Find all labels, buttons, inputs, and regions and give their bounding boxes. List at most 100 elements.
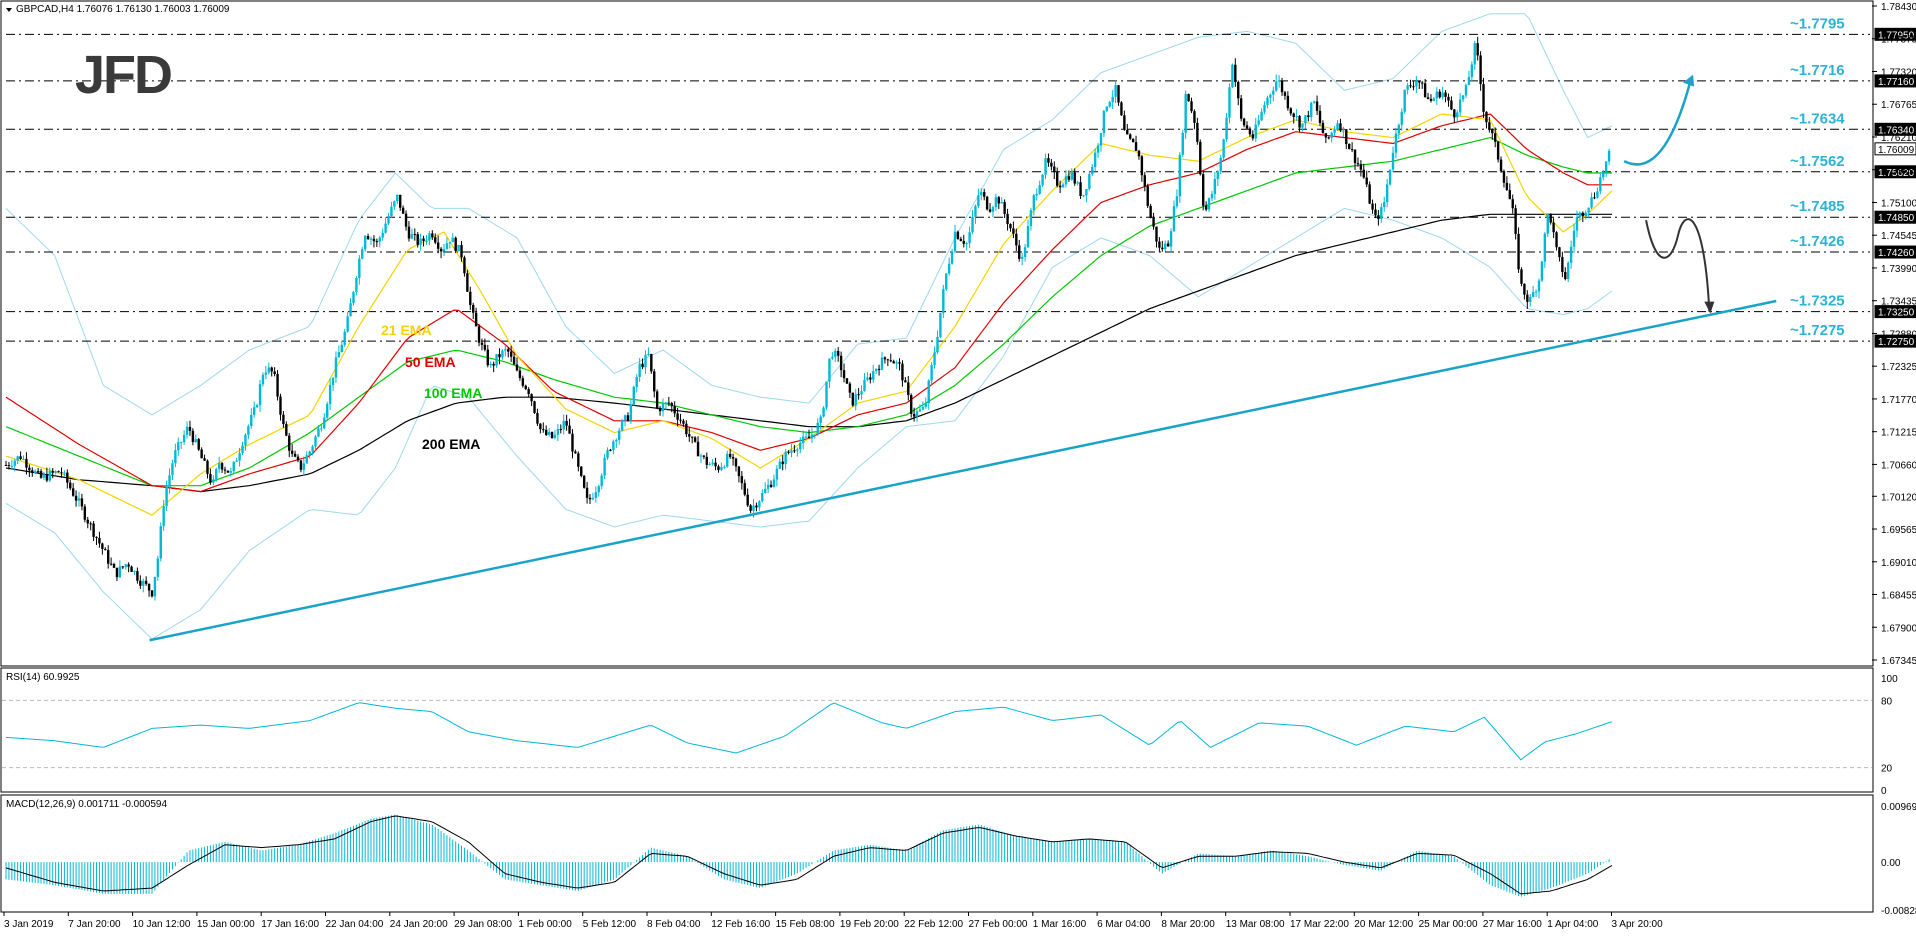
candle-body xyxy=(746,494,749,506)
candle-body xyxy=(1537,280,1541,292)
candle-body xyxy=(933,352,936,366)
price-tick-label: 1.69010 xyxy=(1881,558,1916,569)
candle-body xyxy=(1117,85,1120,103)
candle-body xyxy=(296,456,300,461)
candle-body xyxy=(390,206,393,217)
time-tick-label: 13 Mar 08:00 xyxy=(1226,919,1285,930)
candle-body xyxy=(174,450,177,464)
candle-body xyxy=(317,428,320,437)
candle-body xyxy=(1003,202,1006,214)
candle-body xyxy=(1412,86,1415,88)
candle-body xyxy=(261,374,265,385)
candle-body xyxy=(1365,177,1368,185)
price-tick-label: 1.76765 xyxy=(1881,100,1916,111)
candle-body xyxy=(1561,257,1564,273)
candle-body xyxy=(1599,177,1602,192)
candle-body xyxy=(577,453,580,467)
candle-body xyxy=(305,455,308,464)
candle-body xyxy=(299,460,303,470)
candle-body xyxy=(247,426,250,435)
candle-body xyxy=(536,412,539,424)
candle-body xyxy=(1088,174,1091,190)
time-axis: 3 Jan 2019 7 Jan 20:00 10 Jan 12:00 15 Jan … xyxy=(3,912,1663,930)
candle-body xyxy=(489,363,492,366)
down-arrow-head-icon xyxy=(1704,301,1715,314)
level-labels: ~1.7795 ~1.7716 ~1.7634 ~1.7562 ~1.7485 ~1.74… xyxy=(1790,15,1845,339)
time-tick-label: 8 Mar 20:00 xyxy=(1161,919,1215,930)
candle-body xyxy=(153,576,157,597)
candle-body xyxy=(834,350,837,357)
candle-body xyxy=(276,373,279,397)
candle-body xyxy=(1362,169,1365,178)
level-label-4: ~1.7485 xyxy=(1790,198,1845,215)
candle-body xyxy=(1307,115,1310,118)
candle-body xyxy=(112,563,116,568)
candle-body xyxy=(279,396,282,415)
candle-body xyxy=(1315,101,1319,111)
candle-body xyxy=(191,430,195,443)
dropdown-triangle-icon[interactable] xyxy=(6,8,12,12)
candle-body xyxy=(1491,129,1494,134)
candle-body xyxy=(51,470,54,473)
candle-body xyxy=(1187,94,1190,102)
price-tick-label: 1.74545 xyxy=(1881,231,1916,242)
candle-body xyxy=(147,583,151,591)
candle-body xyxy=(1607,150,1611,162)
candle-body xyxy=(197,439,200,450)
candle-body xyxy=(220,463,224,470)
candle-body xyxy=(1429,98,1433,101)
time-tick-label: 1 Mar 16:00 xyxy=(1033,919,1087,930)
time-tick-label: 25 Mar 00:00 xyxy=(1419,919,1478,930)
time-tick-label: 8 Feb 04:00 xyxy=(647,919,701,930)
candle-body xyxy=(857,394,860,396)
candle-body xyxy=(436,242,440,249)
candle-body xyxy=(1105,106,1109,111)
candle-body xyxy=(1342,129,1345,131)
candle-body xyxy=(988,209,992,212)
candle-body xyxy=(901,363,904,381)
candle-body xyxy=(1155,226,1158,242)
candle-body xyxy=(1456,112,1459,118)
candle-body xyxy=(77,498,81,501)
candle-body xyxy=(1222,139,1225,158)
candle-body xyxy=(451,237,454,243)
candle-body xyxy=(1114,85,1117,97)
candle-body xyxy=(539,423,542,430)
candle-body xyxy=(101,543,104,549)
candle-body xyxy=(1543,233,1547,262)
candle-body xyxy=(1464,85,1468,96)
candle-body xyxy=(483,344,487,350)
candle-body xyxy=(1219,157,1222,172)
candle-body xyxy=(623,415,627,421)
time-tick-label: 24 Jan 20:00 xyxy=(390,919,448,930)
candle-body xyxy=(363,235,367,250)
candle-body xyxy=(1254,124,1257,139)
candle-body xyxy=(1149,205,1152,218)
candle-body xyxy=(399,194,402,208)
price-tick-label: 1.77320 xyxy=(1881,67,1916,78)
candle-body xyxy=(912,413,916,417)
candle-body xyxy=(477,326,481,343)
candle-body xyxy=(115,567,119,578)
ema-label-2: 100 EMA xyxy=(424,385,482,401)
candle-body xyxy=(1102,110,1106,134)
candle-body xyxy=(635,376,638,387)
candle-body xyxy=(842,370,846,379)
candle-body xyxy=(959,238,963,241)
candle-body xyxy=(734,458,738,467)
candle-body xyxy=(1569,246,1573,263)
candle-body xyxy=(1216,171,1219,180)
candle-body xyxy=(229,471,233,473)
candle-body xyxy=(1181,132,1184,155)
price-tag-box xyxy=(1874,27,1916,41)
ema-label-0: 21 EMA xyxy=(381,322,432,338)
candle-body xyxy=(819,416,822,423)
candle-body xyxy=(1272,90,1275,95)
candle-body xyxy=(860,391,863,395)
candle-body xyxy=(63,472,66,474)
candle-body xyxy=(331,377,335,385)
candle-body xyxy=(682,420,685,424)
candle-body xyxy=(142,580,145,586)
candle-body xyxy=(1377,215,1380,220)
candle-body xyxy=(632,386,635,405)
